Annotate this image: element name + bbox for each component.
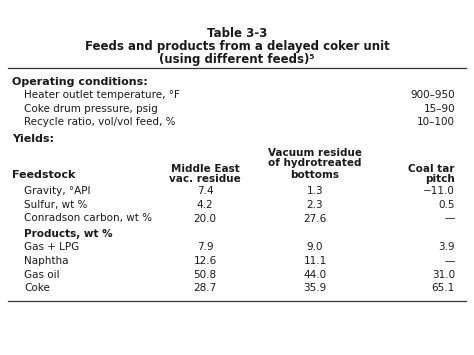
Text: 2.3: 2.3 [307,200,323,210]
Text: 7.9: 7.9 [197,242,213,252]
Text: Coke drum pressure, psig: Coke drum pressure, psig [24,104,158,114]
Text: 1.3: 1.3 [307,186,323,197]
Text: Coal tar: Coal tar [409,164,455,174]
Text: —: — [445,213,455,224]
Text: 11.1: 11.1 [303,256,327,266]
Text: 10–100: 10–100 [417,117,455,127]
Text: 31.0: 31.0 [432,269,455,279]
Text: 3.9: 3.9 [438,242,455,252]
Text: Gravity, °API: Gravity, °API [24,186,91,197]
Text: bottoms: bottoms [291,169,339,180]
Text: 12.6: 12.6 [193,256,217,266]
Text: Conradson carbon, wt %: Conradson carbon, wt % [24,213,152,224]
Text: 15–90: 15–90 [423,104,455,114]
Text: 28.7: 28.7 [193,283,217,293]
Text: Table 3-3: Table 3-3 [207,27,267,40]
Text: 4.2: 4.2 [197,200,213,210]
Text: 20.0: 20.0 [193,213,217,224]
Text: 0.5: 0.5 [438,200,455,210]
Text: 9.0: 9.0 [307,242,323,252]
Text: Sulfur, wt %: Sulfur, wt % [24,200,87,210]
Text: 44.0: 44.0 [303,269,327,279]
Text: Heater outlet temperature, °F: Heater outlet temperature, °F [24,90,180,100]
Text: (using different feeds)⁵: (using different feeds)⁵ [159,53,315,66]
Text: Gas oil: Gas oil [24,269,60,279]
Text: Middle East: Middle East [171,164,239,174]
Text: 900–950: 900–950 [410,90,455,100]
Text: Recycle ratio, vol/vol feed, %: Recycle ratio, vol/vol feed, % [24,117,175,127]
Text: Coke: Coke [24,283,50,293]
Text: vac. residue: vac. residue [169,175,241,185]
Text: 7.4: 7.4 [197,186,213,197]
Text: of hydrotreated: of hydrotreated [268,158,362,169]
Text: pitch: pitch [425,175,455,185]
Text: 50.8: 50.8 [193,269,217,279]
Text: Products, wt %: Products, wt % [24,229,113,239]
Text: 35.9: 35.9 [303,283,327,293]
Text: Feedstock: Feedstock [12,169,75,180]
Text: 27.6: 27.6 [303,213,327,224]
Text: Yields:: Yields: [12,133,54,143]
Text: 65.1: 65.1 [432,283,455,293]
Text: Vacuum residue: Vacuum residue [268,147,362,158]
Text: −11.0: −11.0 [423,186,455,197]
Text: Gas + LPG: Gas + LPG [24,242,79,252]
Text: Feeds and products from a delayed coker unit: Feeds and products from a delayed coker … [85,40,389,53]
Text: Operating conditions:: Operating conditions: [12,77,148,87]
Text: —: — [445,256,455,266]
Text: Naphtha: Naphtha [24,256,69,266]
